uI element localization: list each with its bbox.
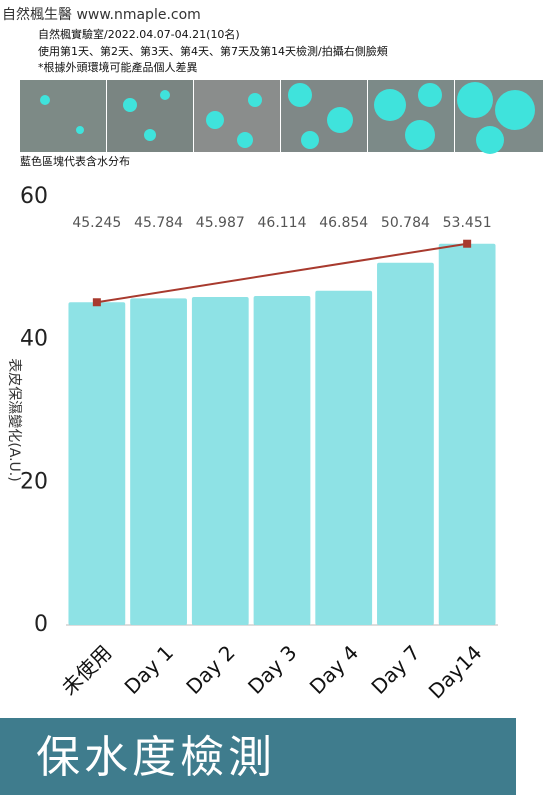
bar xyxy=(191,296,249,625)
x-tick-label: Day 2 xyxy=(181,640,239,698)
y-tick-label: 0 xyxy=(34,612,48,637)
y-tick-label: 20 xyxy=(20,469,48,494)
value-label: 50.784 xyxy=(381,215,430,231)
value-label: 46.114 xyxy=(258,215,307,231)
bar xyxy=(315,290,373,625)
banner-title: 保水度檢測 xyxy=(36,732,276,783)
chart: 0 20 40 60 45.245 未使用 45.784 Day 1 45.987 Day 2 46… xyxy=(20,184,498,703)
x-tick-label: Day 3 xyxy=(243,640,301,698)
caption: 藍色區塊代表含水分布 xyxy=(20,154,130,168)
info-line: 自然楓實驗室/2022.04.07-04.21(10名) xyxy=(38,27,240,41)
info-line: 使用第1天、第2天、第3天、第4天、第7天及第14天檢測/拍攝右側臉頰 xyxy=(38,44,388,58)
bar xyxy=(377,262,434,625)
info-line: *根據外頭環境可能產品個人差異 xyxy=(38,60,198,74)
value-label: 45.784 xyxy=(134,215,183,231)
value-label: 45.245 xyxy=(72,215,121,231)
brand: 自然楓生醫 www.nmaple.com xyxy=(2,6,201,23)
bar xyxy=(438,243,496,626)
trend-marker xyxy=(463,239,472,248)
x-tick-label: Day14 xyxy=(424,640,487,703)
value-label: 53.451 xyxy=(443,215,492,231)
bar xyxy=(130,298,187,625)
x-tick-label: 未使用 xyxy=(57,640,116,699)
value-label: 46.854 xyxy=(319,215,368,231)
value-label: 45.987 xyxy=(196,215,245,231)
bar xyxy=(68,302,126,625)
x-tick-label: Day 1 xyxy=(120,640,178,698)
y-tick-label: 60 xyxy=(20,184,48,209)
y-axis-label: 表皮保濕變化(A.U.) xyxy=(6,358,22,481)
trend-line xyxy=(96,242,468,304)
x-tick-label: Day 7 xyxy=(366,640,424,698)
banner xyxy=(0,718,516,795)
skin-photos xyxy=(20,80,543,154)
trend-marker xyxy=(92,298,101,307)
y-tick-label: 40 xyxy=(20,327,48,352)
bar xyxy=(253,296,311,625)
x-tick-label: Day 4 xyxy=(305,640,363,698)
